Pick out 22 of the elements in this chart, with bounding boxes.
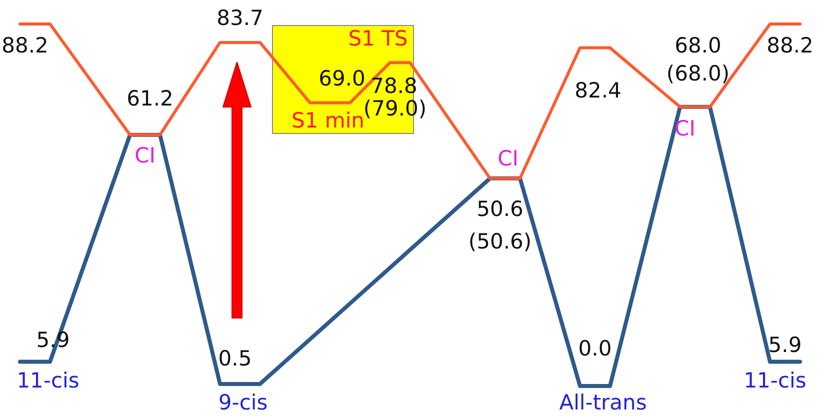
- data-label: 0.5: [218, 346, 252, 370]
- text: All-trans: [559, 390, 647, 414]
- data-label: 0.0: [578, 336, 612, 360]
- annotation: 11-cis: [16, 368, 80, 392]
- annotation: S1 TS: [348, 26, 408, 50]
- annotation: CI: [134, 143, 156, 168]
- data-label: 5.9: [768, 333, 802, 358]
- text: 9-cis: [218, 390, 268, 414]
- data-label: 88.2: [766, 33, 814, 58]
- data-label: 82.4: [574, 78, 622, 102]
- annotation: (50.6): [468, 229, 532, 254]
- data-label: 50.6: [476, 196, 524, 221]
- data-label: 68.0: [674, 33, 722, 58]
- data-label: 61.2: [126, 86, 174, 110]
- data-label: 69.0: [318, 66, 366, 90]
- annotation: 11-cis: [744, 368, 806, 392]
- annotation: (68.0): [666, 61, 730, 86]
- annotation: S1 min: [292, 108, 364, 132]
- data-label: 83.7: [216, 6, 264, 30]
- annotation: CI: [674, 116, 696, 140]
- data-label: 88.2: [2, 33, 48, 58]
- annotation: CI: [498, 146, 518, 170]
